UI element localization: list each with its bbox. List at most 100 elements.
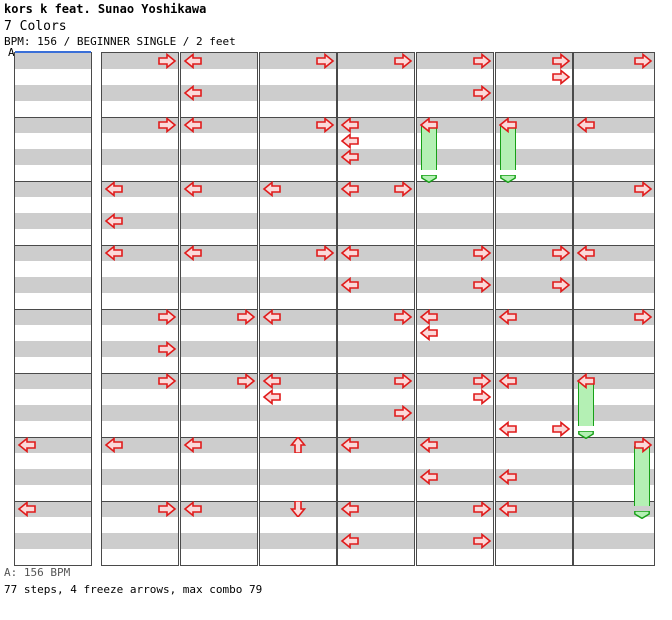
beat-row: [338, 261, 414, 277]
beat-row: [338, 341, 414, 357]
beat-row: [102, 261, 178, 277]
beat-row: [417, 357, 493, 373]
beat-row: [260, 53, 336, 69]
note-arrow-right-icon: [156, 309, 178, 325]
beat-row: [181, 421, 257, 437]
measure-divider: [181, 437, 257, 438]
note-lane[interactable]: [416, 52, 494, 566]
beat-row: [260, 277, 336, 293]
beat-row: [574, 85, 654, 101]
measure-divider: [496, 373, 572, 374]
beat-row: [260, 309, 336, 325]
beat-row: [338, 293, 414, 309]
note-arrow-left-icon: [339, 245, 361, 261]
measure-divider: [338, 437, 414, 438]
beat-row: [260, 421, 336, 437]
beat-row: [574, 213, 654, 229]
note-arrow-right-icon: [550, 53, 572, 69]
beat-row: [15, 453, 91, 469]
beat-row: [102, 309, 178, 325]
beat-row: [102, 485, 178, 501]
beat-row: [574, 165, 654, 181]
beat-row: [338, 165, 414, 181]
note-arrow-right-icon: [392, 405, 414, 421]
beat-row: [181, 389, 257, 405]
beat-row: [496, 277, 572, 293]
beat-row: [338, 485, 414, 501]
freeze-body-fill: [421, 126, 437, 170]
beat-row: [417, 229, 493, 245]
note-lane[interactable]: [495, 52, 573, 566]
beat-row: [338, 357, 414, 373]
note-arrow-right-icon: [471, 245, 493, 261]
note-arrow-right-icon: [392, 373, 414, 389]
beat-row: [496, 549, 572, 565]
note-arrow-left-icon: [339, 181, 361, 197]
measure-divider: [181, 181, 257, 182]
note-arrow-right-icon: [632, 181, 654, 197]
measure-divider: [102, 373, 178, 374]
note-lane[interactable]: [259, 52, 337, 566]
beat-row: [574, 69, 654, 85]
note-arrow-right-icon: [632, 309, 654, 325]
measure-divider: [338, 245, 414, 246]
note-arrow-left-icon: [497, 309, 519, 325]
beat-row: [15, 501, 91, 517]
note-lane[interactable]: [101, 52, 179, 566]
beat-row: [338, 85, 414, 101]
note-arrow-left-icon: [418, 325, 440, 341]
beat-row: [181, 85, 257, 101]
measure-divider: [417, 245, 493, 246]
beat-row: [15, 261, 91, 277]
beat-row: [102, 69, 178, 85]
note-arrow-left-icon: [339, 149, 361, 165]
beat-row: [181, 373, 257, 389]
beat-row: [102, 101, 178, 117]
beat-row: [574, 309, 654, 325]
beat-row: [417, 309, 493, 325]
beat-row: [15, 53, 91, 69]
note-arrow-right-icon: [156, 373, 178, 389]
measure-divider: [260, 309, 336, 310]
beat-row: [15, 373, 91, 389]
note-lane[interactable]: [337, 52, 415, 566]
beat-row: [574, 117, 654, 133]
beat-row: [15, 101, 91, 117]
measure-divider: [15, 501, 91, 502]
measure-divider: [181, 245, 257, 246]
measure-divider: [496, 309, 572, 310]
measure-divider: [102, 309, 178, 310]
beat-row: [496, 341, 572, 357]
measure-divider: [102, 117, 178, 118]
note-arrow-right-icon: [314, 117, 336, 133]
note-arrow-left-icon: [497, 421, 519, 437]
beat-row: [102, 229, 178, 245]
note-arrow-right-icon: [156, 117, 178, 133]
beat-row: [15, 197, 91, 213]
note-lane[interactable]: [180, 52, 258, 566]
beat-row: [496, 69, 572, 85]
measure-divider: [102, 245, 178, 246]
beat-row: [181, 501, 257, 517]
beat-row: [15, 405, 91, 421]
beat-row: [102, 549, 178, 565]
beat-row: [181, 245, 257, 261]
measure-divider: [15, 117, 91, 118]
note-lane[interactable]: [573, 52, 655, 566]
beat-row: [338, 245, 414, 261]
measure-divider: [338, 309, 414, 310]
beat-row: [417, 501, 493, 517]
measure-divider: [574, 437, 654, 438]
footer-bpm: A: 156 BPM: [4, 566, 71, 579]
beat-row: [102, 133, 178, 149]
beat-row: [417, 533, 493, 549]
note-lane[interactable]: [14, 52, 92, 566]
beat-row: [496, 373, 572, 389]
note-arrow-left-icon: [497, 469, 519, 485]
note-arrow-right-icon: [156, 53, 178, 69]
note-arrow-right-icon: [550, 277, 572, 293]
artist-name: kors k feat. Sunao Yoshikawa: [4, 2, 207, 16]
beat-row: [102, 373, 178, 389]
beat-row: [417, 325, 493, 341]
beat-row: [102, 453, 178, 469]
